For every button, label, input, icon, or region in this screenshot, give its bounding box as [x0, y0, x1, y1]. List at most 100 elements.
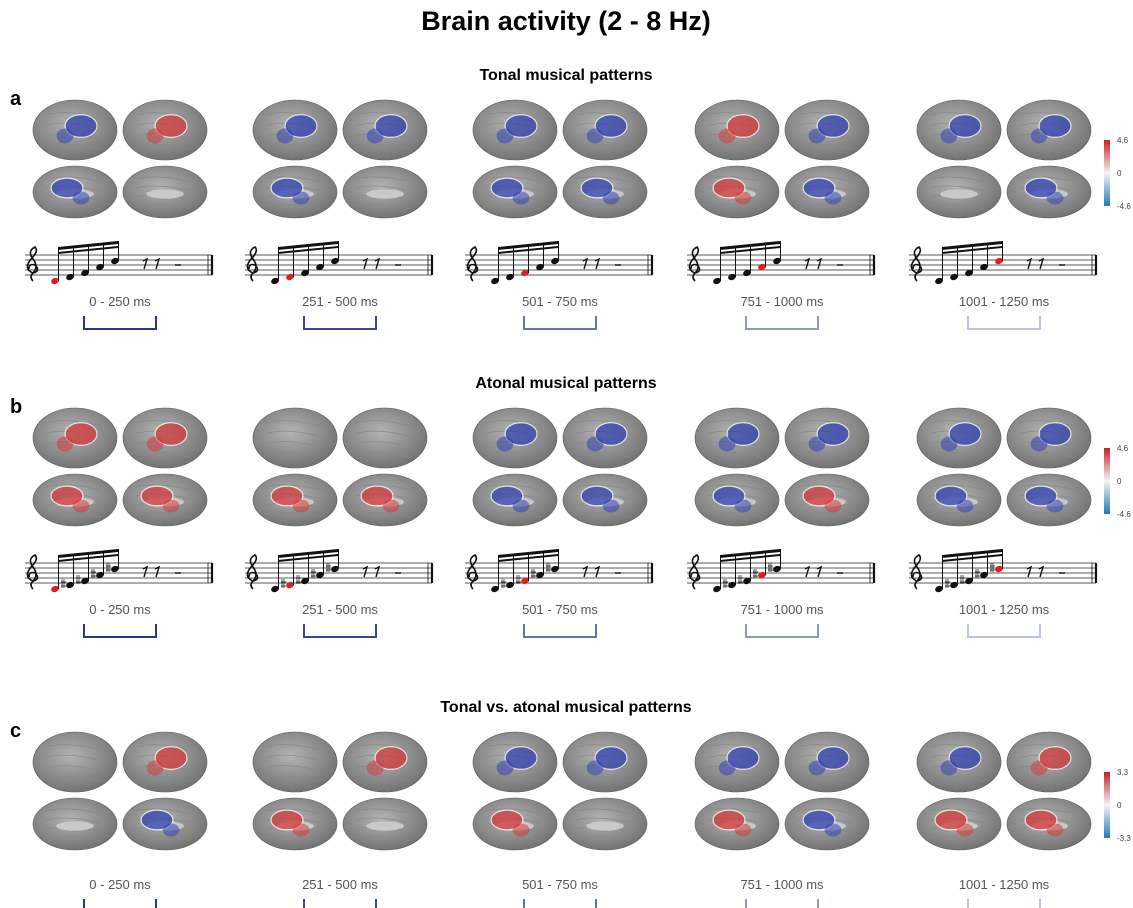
- time-bracket: [304, 624, 376, 637]
- activation: [603, 192, 620, 205]
- activation: [497, 761, 514, 776]
- sharp: [311, 569, 316, 578]
- rests: [363, 259, 401, 269]
- rests: [805, 567, 843, 577]
- rests: [583, 567, 621, 577]
- rests: [143, 259, 181, 269]
- activation: [957, 824, 974, 837]
- panel-title: Tonal musical patterns: [479, 67, 652, 84]
- treble-clef: [27, 247, 37, 281]
- time-window-label: 251 - 500 ms: [302, 877, 378, 892]
- time-window-label: 1001 - 1250 ms: [959, 602, 1050, 617]
- time-bracket: [304, 316, 376, 329]
- lateral-brain: [253, 408, 337, 468]
- sharp: [326, 563, 331, 572]
- time-window-label: 501 - 750 ms: [522, 877, 598, 892]
- activation: [513, 824, 530, 837]
- treble-clef: [911, 555, 921, 589]
- activation: [809, 129, 826, 144]
- page: Brain activity (2 - 8 Hz) Tonal musical …: [0, 0, 1133, 908]
- figure: Brain activity (2 - 8 Hz) Tonal musical …: [0, 0, 1133, 908]
- activation: [1047, 824, 1064, 837]
- sharp: [768, 563, 773, 572]
- activation: [825, 824, 842, 837]
- activation: [383, 500, 400, 513]
- callosum: [366, 189, 404, 198]
- activation: [367, 129, 384, 144]
- lateral-brain: [33, 732, 117, 792]
- time-bracket: [968, 624, 1040, 637]
- activation: [825, 192, 842, 205]
- callosum: [586, 821, 624, 830]
- rests: [805, 259, 843, 269]
- time-bracket: [524, 899, 596, 908]
- callosum: [940, 189, 978, 198]
- time-window-label: 751 - 1000 ms: [740, 602, 824, 617]
- activation: [367, 761, 384, 776]
- activation: [1047, 192, 1064, 205]
- sharp: [281, 579, 286, 588]
- activation: [147, 129, 164, 144]
- activation: [941, 761, 958, 776]
- sharp: [945, 579, 950, 588]
- colorbar: [1104, 448, 1110, 514]
- colorbar: [1104, 772, 1110, 838]
- sharp: [753, 569, 758, 578]
- treble-clef: [467, 555, 477, 589]
- sharp: [975, 569, 980, 578]
- activation: [735, 192, 752, 205]
- rests: [583, 259, 621, 269]
- callosum: [56, 821, 94, 830]
- activation: [587, 129, 604, 144]
- rests: [363, 567, 401, 577]
- time-bracket: [746, 316, 818, 329]
- colorbar: [1104, 140, 1110, 206]
- lateral-brain: [253, 732, 337, 792]
- colorbar-label: 0: [1117, 801, 1122, 810]
- colorbar-label: -3.3: [1117, 834, 1131, 843]
- activation: [941, 129, 958, 144]
- time-window-label: 251 - 500 ms: [302, 294, 378, 309]
- sharp: [723, 579, 728, 588]
- time-window-label: 501 - 750 ms: [522, 294, 598, 309]
- lateral-brain: [343, 408, 427, 468]
- sharp: [990, 563, 995, 572]
- colorbar-label: -4.6: [1117, 510, 1131, 519]
- activation: [147, 437, 164, 452]
- callosum: [146, 189, 184, 198]
- time-window-label: 0 - 250 ms: [89, 602, 151, 617]
- activation: [941, 437, 958, 452]
- time-window-label: 0 - 250 ms: [89, 294, 151, 309]
- colorbar-label: 4.6: [1117, 136, 1129, 145]
- rests: [1027, 259, 1065, 269]
- sharp: [91, 569, 96, 578]
- activation: [809, 761, 826, 776]
- treble-clef: [689, 247, 699, 281]
- colorbar-label: 3.3: [1117, 768, 1129, 777]
- time-bracket: [84, 316, 156, 329]
- treble-clef: [27, 555, 37, 589]
- activation: [497, 129, 514, 144]
- activation: [293, 500, 310, 513]
- time-window-label: 751 - 1000 ms: [740, 877, 824, 892]
- activation: [497, 437, 514, 452]
- panel-title: Atonal musical patterns: [475, 375, 656, 392]
- treble-clef: [911, 247, 921, 281]
- colorbar-label: -4.6: [1117, 202, 1131, 211]
- activation: [293, 824, 310, 837]
- activation: [1047, 500, 1064, 513]
- colorbar-label: 0: [1117, 477, 1122, 486]
- time-window-label: 501 - 750 ms: [522, 602, 598, 617]
- time-window-label: 751 - 1000 ms: [740, 294, 824, 309]
- activation: [719, 437, 736, 452]
- time-bracket: [524, 624, 596, 637]
- sharp: [531, 569, 536, 578]
- activation: [735, 500, 752, 513]
- activation: [57, 129, 74, 144]
- activation: [603, 500, 620, 513]
- activation: [73, 192, 90, 205]
- rests: [143, 567, 181, 577]
- sharp: [501, 579, 506, 588]
- sharp: [546, 563, 551, 572]
- time-bracket: [746, 624, 818, 637]
